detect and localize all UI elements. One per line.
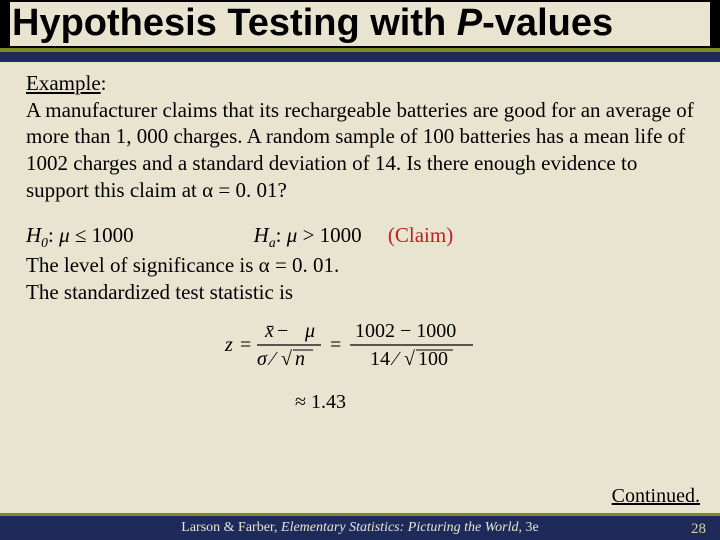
- formula-eq1: =: [240, 334, 251, 356]
- example-label: Example: [26, 71, 101, 95]
- formula-slash1: ∕: [267, 348, 278, 370]
- sig-alpha: α: [259, 253, 270, 277]
- slide-body: Example: A manufacturer claims that its …: [0, 62, 720, 431]
- example-block: Example: A manufacturer claims that its …: [26, 70, 694, 204]
- h0-mu: μ: [59, 223, 70, 247]
- formula-mu: μ: [304, 320, 315, 342]
- formula-sqrt2: √: [404, 348, 415, 370]
- formula-sqrt1: √: [281, 348, 292, 370]
- formula-den2-100: 100: [418, 348, 448, 370]
- page-number: 28: [691, 521, 706, 538]
- h0-sub: 0: [41, 235, 48, 250]
- slide: Hypothesis Testing with P-values Example…: [0, 0, 720, 540]
- slide-title: Hypothesis Testing with P-values: [10, 2, 710, 46]
- formula-svg: z = x̄ − μ σ ∕ √ n = 1002 − 1000: [195, 313, 525, 423]
- statistic-intro: The standardized test statistic is: [26, 279, 694, 306]
- title-strip: [0, 52, 720, 62]
- formula-block: z = x̄ − μ σ ∕ √ n = 1002 − 1000: [26, 313, 694, 430]
- alt-hypothesis: Ha: μ > 1000 (Claim): [254, 222, 454, 252]
- footer-authors: Larson & Farber,: [181, 520, 281, 535]
- alpha-eq: = 0. 01?: [213, 178, 287, 202]
- formula-xbar: x̄: [264, 320, 274, 342]
- claim-label: (Claim): [388, 223, 453, 247]
- h0-h: H: [26, 223, 41, 247]
- formula-den2-14: 14: [370, 348, 390, 370]
- footer-bar: Larson & Farber, Elementary Statistics: …: [0, 513, 720, 540]
- formula-slash2: ∕: [390, 348, 401, 370]
- ha-mu: μ: [287, 223, 298, 247]
- ha-colon: :: [276, 223, 287, 247]
- formula-num2: 1002 − 1000: [355, 320, 456, 342]
- sig-post: = 0. 01.: [270, 253, 340, 277]
- formula-z: z: [224, 334, 233, 356]
- formula-sigma: σ: [257, 348, 268, 370]
- sig-pre: The level of significance is: [26, 253, 259, 277]
- ha-rel: > 1000: [297, 223, 361, 247]
- formula-eq2: =: [330, 334, 341, 356]
- alpha-symbol: α: [202, 178, 213, 202]
- significance-line: The level of significance is α = 0. 01.: [26, 252, 694, 279]
- title-pre: Hypothesis Testing with: [12, 2, 457, 44]
- formula-minus1: −: [277, 320, 288, 342]
- title-italic-p: P: [457, 2, 482, 44]
- footer-text: Larson & Farber, Elementary Statistics: …: [181, 520, 538, 536]
- example-colon: :: [101, 71, 107, 95]
- h0-colon: :: [48, 223, 59, 247]
- continued-label: Continued.: [612, 485, 700, 508]
- ha-sub: a: [269, 235, 276, 250]
- title-post: -values: [482, 2, 613, 44]
- ha-h: H: [254, 223, 269, 247]
- null-hypothesis: H0: μ ≤ 1000: [26, 222, 134, 252]
- footer-book-title: Elementary Statistics: Picturing the Wor…: [281, 520, 518, 535]
- footer-edition: , 3e: [518, 520, 538, 535]
- formula-approx: ≈ 1.43: [295, 391, 346, 413]
- example-text: A manufacturer claims that its rechargea…: [26, 98, 694, 203]
- hypotheses-row: H0: μ ≤ 1000 Ha: μ > 1000 (Claim): [26, 222, 694, 252]
- formula-n: n: [295, 348, 305, 370]
- title-bar: Hypothesis Testing with P-values: [0, 0, 720, 52]
- h0-rel: ≤ 1000: [70, 223, 134, 247]
